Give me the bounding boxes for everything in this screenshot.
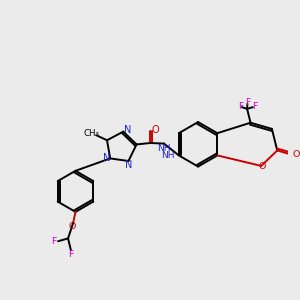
Text: F: F [51,237,57,246]
Text: N: N [125,160,132,170]
Text: O: O [69,222,76,231]
Text: NH: NH [161,152,175,160]
Text: F: F [245,98,250,107]
Text: O: O [259,162,266,171]
Text: N: N [103,153,110,163]
Text: O: O [292,150,299,159]
Text: N: N [124,125,131,135]
Text: NH: NH [158,144,171,153]
Text: F: F [68,250,74,259]
Text: F: F [252,102,257,111]
Text: CH₃: CH₃ [83,129,99,138]
Text: F: F [238,102,243,111]
Text: O: O [152,125,159,136]
